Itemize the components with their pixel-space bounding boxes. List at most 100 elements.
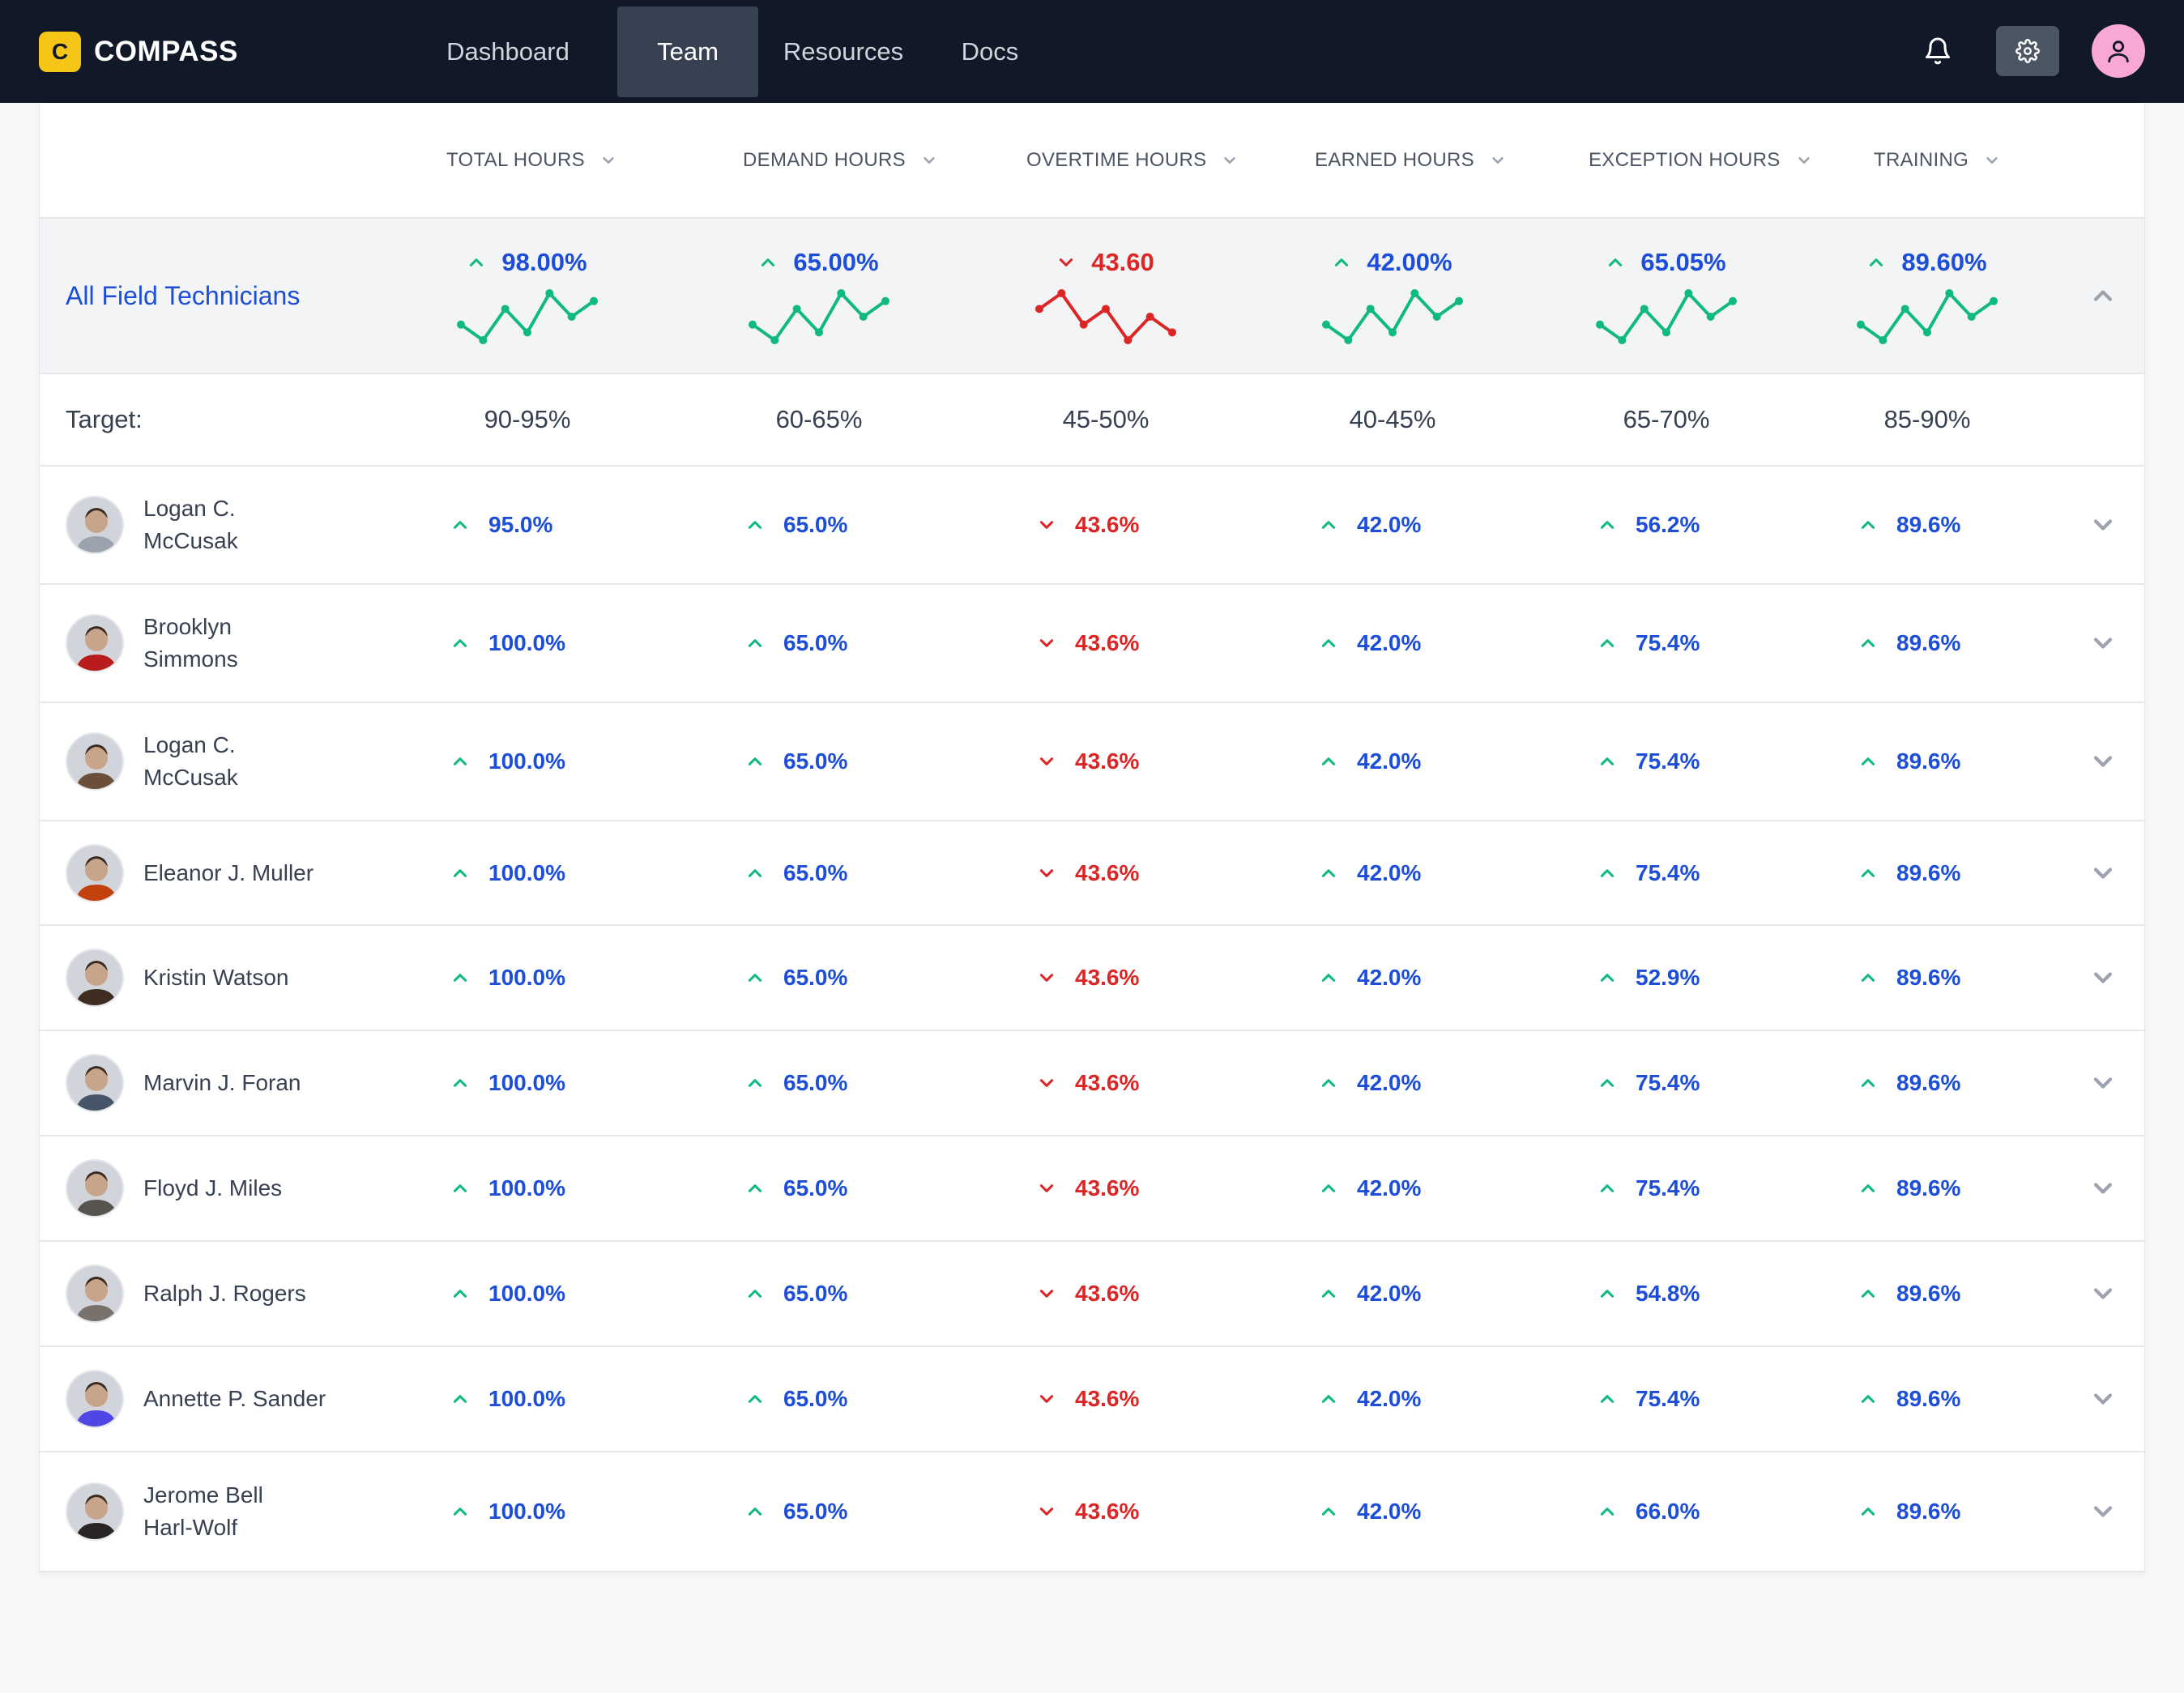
arrow-up-icon [453,639,467,647]
user-menu-button[interactable] [2092,24,2145,78]
person-name[interactable]: Marvin J. Foran [143,1070,301,1095]
expand-row-button[interactable] [2091,926,2115,1030]
arrow-up-icon [1321,1395,1336,1403]
person-name[interactable]: Annette P. Sander [143,1386,326,1411]
metric-value: 54.8% [1636,1281,1700,1306]
person-name[interactable]: Logan C. McCusak [143,732,238,790]
trend-up-indicator [467,254,485,271]
expand-row-button[interactable] [2091,821,2115,924]
expand-row-button[interactable] [2091,703,2115,820]
person-cell: Brooklyn Simmons [66,585,238,702]
table-row[interactable]: Eleanor J. Muller 100.0% 65.0% 43.6% 42.0% 75… [40,821,2144,926]
trend-up-indicator [1598,753,1616,770]
expand-row-button[interactable] [2091,1242,2115,1345]
column-header-overtime-hours[interactable]: OVERTIME HOURS [1026,103,1237,217]
column-header-training[interactable]: TRAINING [1874,103,1999,217]
target-value: 60-65% [775,405,863,433]
chevron-down-icon [2093,519,2113,531]
column-header-total-hours[interactable]: TOTAL HOURS [446,103,616,217]
table-row[interactable]: Annette P. Sander 100.0% 65.0% 43.6% 42.0% 75… [40,1347,2144,1452]
sparkline-point [1684,289,1693,297]
metric-cell: 100.0% [451,1452,565,1571]
metric-value: 89.6% [1896,965,1961,990]
metric-value: 95.0% [488,512,553,537]
table-row[interactable]: Ralph J. Rogers 100.0% 65.0% 43.6% 42.0% 54.8… [40,1242,2144,1347]
expand-row-button[interactable] [2091,585,2115,702]
expand-row-button[interactable] [2091,1031,2115,1135]
column-header-label: EARNED HOURS [1315,148,1474,171]
sparkline [1322,289,1463,344]
metric-cell: 75.4% [1598,1136,1700,1240]
brand-name: COMPASS [94,36,238,67]
table-row[interactable]: Jerome Bell Harl-Wolf 100.0% 65.0% 43.6% 42.… [40,1452,2144,1571]
avatar [66,1054,124,1112]
table-row[interactable]: Kristin Watson 100.0% 65.0% 43.6% 42.0% 52.9%… [40,926,2144,1031]
notifications-button[interactable] [1913,27,1962,75]
metric-value: 100.0% [488,1070,565,1095]
trend-down-indicator [1038,1390,1056,1408]
person-name[interactable]: Brooklyn Simmons [143,614,238,672]
arrow-up-icon [1600,521,1615,529]
trend-down-indicator [1038,1074,1056,1092]
nav-tab-resources[interactable]: Resources [783,37,904,66]
metric-value: 52.9% [1636,965,1700,990]
person-name[interactable]: Kristin Watson [143,965,289,990]
brand[interactable]: C COMPASS [39,31,238,73]
column-header-exception-hours[interactable]: EXCEPTION HOURS [1589,103,1811,217]
summary-value: 43.60 [1022,248,1190,277]
person-name[interactable]: Ralph J. Rogers [143,1281,306,1306]
expand-row-button[interactable] [2091,1347,2115,1451]
summary-metric: 65.00% [735,248,903,361]
metric-cell: 42.0% [1320,1452,1421,1571]
metric-value: 43.6% [1075,1386,1140,1411]
expand-row-button[interactable] [2091,1452,2115,1571]
metric-cell: 89.6% [1859,1031,1960,1135]
group-name-link[interactable]: All Field Technicians [66,280,301,310]
arrow-up-icon [453,1507,467,1516]
metric-cell: 89.6% [1859,1452,1960,1571]
table-row[interactable]: Logan C. McCusak 95.0% 65.0% 43.6% 42.0% 56.2… [40,467,2144,585]
trend-up-indicator [1598,634,1616,652]
sort-chevron [1985,153,1999,168]
top-nav: C COMPASS Dashboard Team Resources Docs [0,0,2184,103]
person-cell: Ralph J. Rogers [66,1242,306,1345]
trend-up-indicator [1320,1390,1337,1408]
expand-row-button[interactable] [2091,1136,2115,1240]
column-header-demand-hours[interactable]: DEMAND HOURS [743,103,936,217]
trend-up-indicator [746,634,764,652]
metric-value: 43.6% [1075,512,1140,537]
sparkline-point [1168,328,1176,337]
metric-cell: 42.0% [1320,585,1421,702]
arrow-up-icon [1861,1079,1875,1087]
person-name[interactable]: Floyd J. Miles [143,1175,283,1200]
trend-up-indicator [1598,1503,1616,1520]
trend-up-indicator [1859,1503,1877,1520]
arrow-up-icon [748,974,762,982]
person-name[interactable]: Eleanor J. Muller [143,859,314,885]
settings-button[interactable] [1996,26,2059,76]
expand-row-button[interactable] [2091,467,2115,583]
metric-value: 42.0% [1357,748,1422,774]
table-row[interactable]: Brooklyn Simmons 100.0% 65.0% 43.6% 42.0% 75.… [40,585,2144,703]
table-row[interactable]: Marvin J. Foran 100.0% 65.0% 43.6% 42.0% 75.4… [40,1031,2144,1136]
trend-up-indicator [1598,1285,1616,1303]
user-icon [2108,41,2129,63]
metric-value: 100.0% [488,630,565,655]
summary-row[interactable]: All Field Technicians 98.00% 65.00% 43.60 42… [40,219,2144,374]
person-name[interactable]: Logan C. McCusak [143,496,238,553]
table-row[interactable]: Floyd J. Miles 100.0% 65.0% 43.6% 42.0% 75.4%… [40,1136,2144,1242]
collapse-button[interactable] [2091,219,2115,373]
chevron-down-icon [2093,1077,2113,1089]
target-value: 65-70% [1623,405,1710,433]
metric-value: 66.0% [1636,1499,1700,1524]
table-row[interactable]: Logan C. McCusak 100.0% 65.0% 43.6% 42.0% 75.… [40,703,2144,821]
column-header-earned-hours[interactable]: EARNED HOURS [1315,103,1505,217]
arrow-up-icon [1600,1507,1615,1516]
metric-value: 100.0% [488,1386,565,1411]
person-name[interactable]: Jerome Bell Harl-Wolf [143,1482,263,1540]
trend-up-indicator [1320,634,1337,652]
nav-tab-team[interactable]: Team [617,6,758,97]
nav-tab-docs[interactable]: Docs [961,37,1019,66]
nav-tab-dashboard[interactable]: Dashboard [446,37,569,66]
sparkline-point [1596,320,1604,329]
